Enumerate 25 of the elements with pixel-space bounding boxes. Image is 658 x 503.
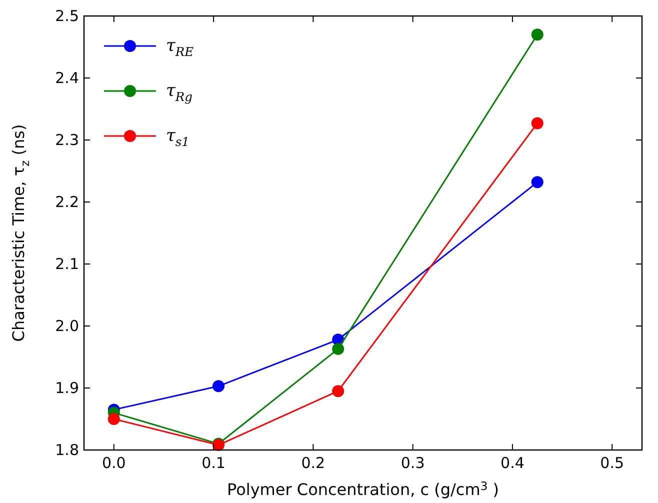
x-tick-label: 0.0	[102, 454, 126, 472]
point	[531, 117, 544, 130]
point	[332, 342, 344, 355]
legend-label: τ$_{Rg}$	[166, 81, 193, 104]
point	[531, 28, 544, 41]
y-tick-label: 1.8	[55, 441, 79, 459]
x-tick-label: 0.3	[400, 454, 425, 472]
legend-label: τ$_{RE}$	[166, 36, 194, 60]
y-tick-label: 2.5	[55, 7, 79, 25]
point	[108, 413, 120, 425]
legend-label: τ$_{s1}$	[166, 126, 190, 150]
point	[212, 380, 225, 392]
y-tick-label: 2.4	[55, 69, 79, 87]
x-tick-label: 0.4	[500, 454, 524, 472]
y-tick-label: 2.1	[55, 255, 79, 273]
point	[531, 176, 544, 188]
point	[332, 385, 344, 398]
x-tick-label: 0.1	[202, 454, 226, 472]
y-tick-label: 2.2	[55, 193, 79, 211]
y-tick-label: 1.9	[55, 379, 79, 397]
x-tick-label: 0.2	[301, 454, 326, 472]
x-tick-label: 0.5	[600, 454, 624, 472]
y-tick-label: 2.3	[55, 131, 79, 149]
y-tick-label: 2.0	[55, 317, 79, 335]
x-axis-title: Polymer Concentration, c (g/cm$^{3}$ )	[227, 479, 499, 499]
